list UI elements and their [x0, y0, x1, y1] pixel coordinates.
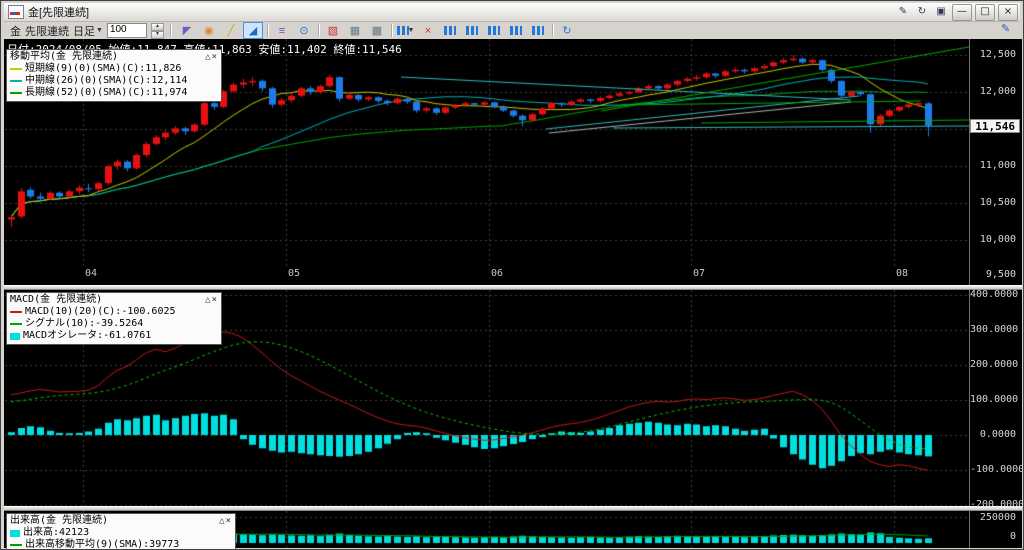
pan-hand-icon[interactable]: ◉ [204, 25, 214, 37]
macd-line-swatch [10, 311, 22, 313]
y-axis-label: 10,000 [979, 234, 1016, 245]
candle-settings-icon[interactable]: ≡ [278, 24, 286, 37]
sma26-label: 中期線(26)(0)(SMA)(C):12,114 [25, 75, 188, 86]
y-axis-label: 200.0000 [970, 359, 1019, 370]
x-axis-label: 06 [491, 268, 504, 279]
new-chart-icon[interactable]: ▧ [327, 25, 339, 37]
indicator-preset-1-icon[interactable] [440, 22, 460, 39]
maximize-button[interactable]: □ [975, 3, 995, 21]
sma9-swatch [10, 68, 22, 70]
signal-line-swatch [10, 323, 22, 325]
volume-legend: 出来高(金 先限連続) △× 出来高:42123 出来高移動平均(9)(SMA)… [6, 513, 236, 550]
refresh-icon[interactable]: ↻ [917, 6, 927, 17]
y-axis-label: 0.0000 [979, 429, 1016, 440]
macd-legend: MACD(金 先限連続) △× MACD(10)(20)(C):-100.602… [6, 292, 222, 345]
volume-swatch [10, 529, 20, 537]
indicator-delete-icon[interactable]: × [424, 24, 432, 37]
x-axis-label: 05 [288, 268, 301, 279]
annotate-icon[interactable]: ✎ [898, 6, 908, 17]
y-axis-label: 11,000 [979, 160, 1016, 171]
instrument-label: 金 [10, 25, 21, 38]
toolbar-separator [169, 24, 171, 37]
title-bar: 金[先限連続] ✎ ↻ ▣ — □ × [4, 3, 1020, 22]
macd-legend-title: MACD(金 先限連続) [10, 294, 103, 305]
volume-ma-swatch [10, 544, 22, 546]
trendline-tool-icon[interactable]: ◢ [242, 22, 263, 39]
x-axis-label: 07 [693, 268, 706, 279]
axis-divider [969, 39, 970, 548]
series-label: 先限連続 [25, 25, 69, 38]
draw-line-icon[interactable]: ╱ [227, 25, 235, 37]
indicator-preset-5-icon[interactable] [528, 22, 548, 39]
ma-legend-title: 移動平均(金 先限連続) [10, 51, 119, 62]
select-tool-icon[interactable]: ◤ [182, 25, 192, 37]
x-axis-label: 04 [85, 268, 98, 279]
macd-osc-swatch [10, 332, 20, 340]
y-axis-label: 0 [1009, 531, 1016, 542]
chart-properties-icon[interactable]: ✎ [1001, 23, 1011, 35]
legend-collapse-close-icons[interactable]: △× [219, 516, 232, 526]
close-button[interactable]: × [998, 3, 1018, 21]
y-axis-label: 10,500 [979, 197, 1016, 208]
y-axis-label: 12,500 [979, 49, 1016, 60]
y-axis-label: -100.0000 [970, 464, 1024, 475]
bar-count-input[interactable]: 100 [106, 23, 147, 38]
indicator-preset-3-icon[interactable] [484, 22, 504, 39]
sma26-swatch [10, 80, 22, 82]
signal-line-label: シグナル(10):-39.5264 [25, 318, 144, 329]
y-axis-label: 400.0000 [970, 289, 1019, 300]
y-axis-label: 300.0000 [970, 324, 1019, 335]
sma52-swatch [10, 92, 22, 94]
panel-separator[interactable] [4, 506, 1022, 511]
indicator-preset-2-icon[interactable] [462, 22, 482, 39]
zoom-icon[interactable]: ⊙ [299, 25, 309, 37]
sma9-label: 短期線(9)(0)(SMA)(C):11,826 [25, 63, 182, 74]
toolbar-separator [266, 24, 268, 37]
y-axis-label: -200.0000 [970, 499, 1024, 510]
y-axis-label: 12,000 [979, 86, 1016, 97]
grid-small-icon[interactable]: ▦ [349, 25, 361, 37]
x-axis-label: 08 [896, 268, 909, 279]
volume-ma-label: 出来高移動平均(9)(SMA):39773 [25, 539, 180, 550]
bar-count-stepper[interactable]: ▲ ▼ [150, 22, 164, 39]
minimize-button[interactable]: — [952, 3, 972, 21]
macd-osc-label: MACDオシレータ:-61.0761 [23, 330, 152, 341]
indicator-preset-4-icon[interactable] [506, 22, 526, 39]
grid-large-icon[interactable]: ▩ [371, 25, 383, 37]
y-axis-label: 9,500 [985, 269, 1016, 280]
macd-line-label: MACD(10)(20)(C):-100.6025 [25, 306, 176, 317]
toolbar-separator [551, 24, 553, 37]
current-price-badge: 11,546 [970, 119, 1020, 133]
cascade-icon[interactable]: ▣ [936, 6, 946, 17]
y-axis-label: 250000 [979, 512, 1016, 523]
legend-collapse-close-icons[interactable]: △× [205, 52, 218, 62]
toolbar-separator [317, 24, 319, 37]
reload-icon[interactable]: ↻ [562, 25, 572, 37]
toolbar-separator [390, 24, 392, 37]
indicator-add-icon[interactable]: ▼ [396, 22, 416, 39]
y-axis-label: 100.0000 [970, 394, 1019, 405]
timeframe-select[interactable]: 日足 ▼ [73, 25, 103, 38]
volume-label: 出来高:42123 [23, 527, 90, 538]
panel-separator[interactable] [4, 285, 1022, 290]
chart-area: 日付:2024/08/05 始値:11,847 高値:11,863 安値:11,… [4, 39, 1024, 550]
window-title: 金[先限連続] [28, 7, 90, 19]
toolbar: 金 先限連続 日足 ▼ 100 ▲ ▼ ◤ ◉ ╱ ◢ ≡ ⊙ ▧ ▦ ▩ ▼ × ↻ [4, 22, 1020, 39]
legend-collapse-close-icons[interactable]: △× [205, 295, 218, 305]
sma52-label: 長期線(52)(0)(SMA)(C):11,974 [25, 87, 188, 98]
window-chart-icon [8, 5, 24, 19]
chevron-down-icon: ▼ [96, 27, 103, 34]
volume-legend-title: 出来高(金 先限連続) [10, 515, 109, 526]
ma-legend: 移動平均(金 先限連続) △× 短期線(9)(0)(SMA)(C):11,826… [6, 49, 222, 102]
